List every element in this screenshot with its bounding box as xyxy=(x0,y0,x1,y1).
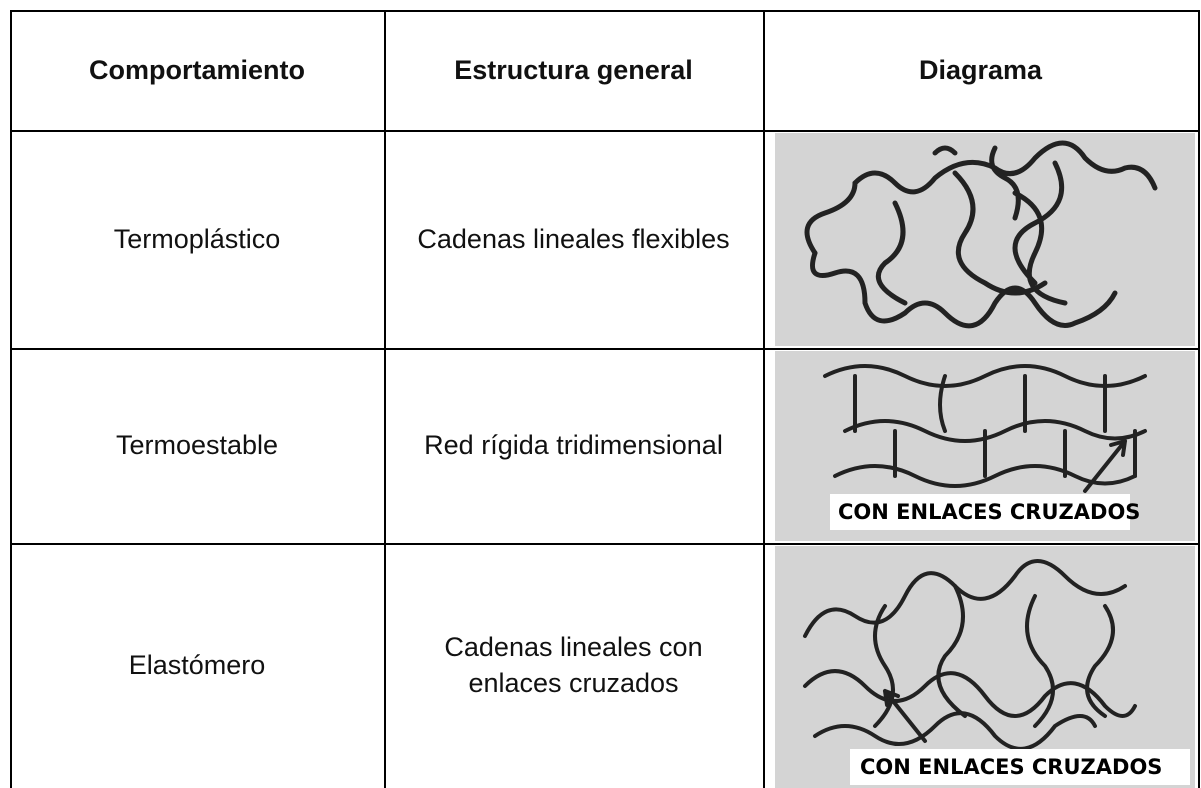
structure-cell: Cadenas lineales con enlaces cruzados xyxy=(384,543,763,788)
border xyxy=(10,10,12,788)
border xyxy=(1198,10,1200,788)
border xyxy=(763,10,765,788)
diagram: CON ENLACES CRUZADOS xyxy=(775,546,1195,788)
structure-cell: Red rígida tridimensional xyxy=(424,430,723,460)
border xyxy=(10,348,1199,350)
diagram xyxy=(775,133,1195,346)
header-cell: Estructura general xyxy=(454,54,693,85)
border xyxy=(10,10,1199,12)
structure-cell: Cadenas lineales flexibles xyxy=(417,223,730,254)
border xyxy=(10,543,1199,545)
border xyxy=(10,130,1199,132)
diagram: CON ENLACES CRUZADOS xyxy=(775,351,1195,541)
behavior-cell: Termoestable xyxy=(115,430,279,460)
header-cell: Comportamiento xyxy=(89,54,305,85)
diagram-label: CON ENLACES CRUZADOS xyxy=(860,755,1162,779)
diagram-label: CON ENLACES CRUZADOS xyxy=(838,500,1140,524)
behavior-cell: Termoplástico xyxy=(113,223,281,254)
header-cell: Diagrama xyxy=(918,54,1043,85)
structure-text: Cadenas lineales con enlaces cruzados xyxy=(444,632,703,698)
behavior-cell: Elastómero xyxy=(128,650,266,680)
border xyxy=(384,10,386,788)
